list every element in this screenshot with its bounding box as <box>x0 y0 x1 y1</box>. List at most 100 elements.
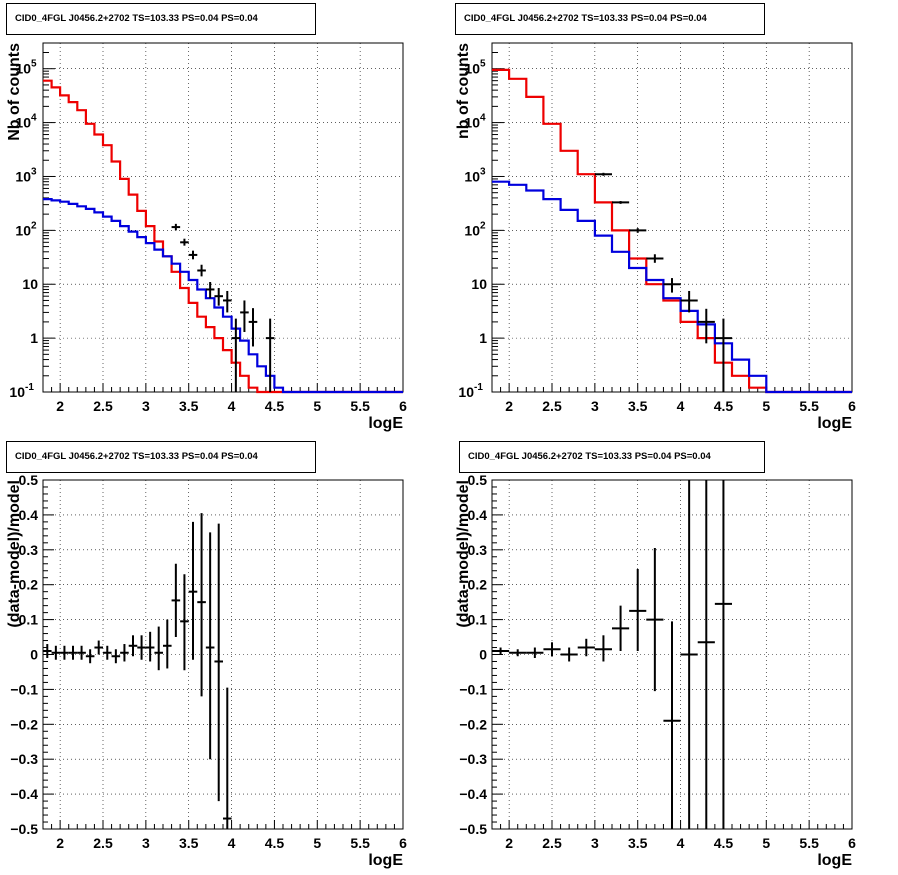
data-point <box>248 308 258 347</box>
x-tick-label: 2.5 <box>93 835 113 851</box>
data-point <box>612 605 630 652</box>
histogram-series <box>492 68 852 394</box>
plot-frame <box>491 42 853 393</box>
pad-title: CID0_4FGL J0456.2+2702 TS=103.33 PS=0.04… <box>6 3 316 35</box>
y-tick-label: 0.1 <box>468 612 488 628</box>
data-point <box>43 644 52 658</box>
y-tick-label: −0.1 <box>459 681 487 697</box>
y-axis-title: nb of counts <box>455 43 472 139</box>
data-point <box>629 228 647 233</box>
y-tick-label: 10 <box>9 384 25 400</box>
y-tick-label: 0.3 <box>19 542 39 558</box>
y-tick-label: −0.4 <box>459 786 487 802</box>
x-tick-label: 5 <box>762 398 770 414</box>
y-tick-exponent: 2 <box>31 220 37 231</box>
data-point <box>646 548 664 692</box>
x-tick-label: 2 <box>505 835 513 851</box>
x-tick-label: 5.5 <box>799 398 819 414</box>
data-point <box>197 513 206 697</box>
y-tick-exponent: 4 <box>31 113 37 124</box>
y-tick-label: 0 <box>30 647 38 663</box>
y-tick-label: 0.5 <box>468 472 488 488</box>
x-tick-label: 4 <box>228 398 236 414</box>
y-tick-exponent: 5 <box>31 59 37 70</box>
y-tick-label: 10 <box>22 276 38 292</box>
y-tick-label: −0.1 <box>10 681 38 697</box>
data-point <box>214 523 223 802</box>
data-point <box>663 278 681 293</box>
x-tick-label: 6 <box>848 835 856 851</box>
y-tick-label: 10 <box>471 276 487 292</box>
data-point <box>240 300 249 332</box>
data-point <box>103 645 112 660</box>
x-axis-title: logE <box>368 415 403 432</box>
x-axis-title: logE <box>817 415 852 432</box>
y-tick-label: 0.3 <box>468 542 488 558</box>
x-tick-label: 2.5 <box>542 398 562 414</box>
data-point <box>646 254 664 263</box>
x-tick-label: 3.5 <box>628 835 648 851</box>
data-point <box>51 645 61 660</box>
y-tick-label: 10 <box>464 168 480 184</box>
y-tick-label: 1 <box>479 330 487 346</box>
x-tick-label: 5.5 <box>799 835 819 851</box>
data-point <box>171 563 181 638</box>
x-tick-label: 4.5 <box>714 835 734 851</box>
data-point <box>188 521 198 660</box>
y-tick-label: −0.3 <box>459 751 487 767</box>
y-tick-exponent: 4 <box>480 113 486 124</box>
x-tick-label: 2 <box>56 398 64 414</box>
data-point <box>223 290 232 313</box>
y-tick-label: 0.2 <box>19 577 39 593</box>
data-point <box>680 480 698 829</box>
x-tick-label: 4.5 <box>265 835 285 851</box>
data-point <box>577 638 595 657</box>
y-tick-label: 0 <box>479 647 487 663</box>
data-point <box>560 647 578 662</box>
y-axis-title: Nb of counts <box>6 43 23 141</box>
data-point <box>714 480 732 829</box>
data-point <box>205 532 215 760</box>
x-tick-label: 5 <box>313 835 321 851</box>
data-point <box>188 250 198 260</box>
x-tick-label: 2.5 <box>93 398 113 414</box>
data-point <box>197 264 206 277</box>
data-point <box>137 635 146 660</box>
y-tick-label: 10 <box>464 115 480 131</box>
x-tick-label: 5 <box>762 835 770 851</box>
data-point <box>492 647 510 655</box>
y-tick-exponent: 3 <box>31 166 37 177</box>
x-tick-label: 4 <box>228 835 236 851</box>
data-point <box>214 288 223 306</box>
data-point <box>180 574 189 671</box>
y-tick-label: −0.3 <box>10 751 38 767</box>
x-tick-label: 5 <box>313 398 321 414</box>
x-tick-label: 2 <box>505 398 513 414</box>
y-tick-label: −0.2 <box>10 716 38 732</box>
data-point <box>629 568 647 652</box>
x-tick-label: 6 <box>399 835 407 851</box>
x-tick-label: 6 <box>399 398 407 414</box>
data-point <box>526 647 544 658</box>
x-tick-label: 4 <box>677 398 685 414</box>
x-tick-label: 3.5 <box>628 398 648 414</box>
data-point <box>594 635 612 662</box>
x-tick-label: 3 <box>142 835 150 851</box>
x-tick-label: 5.5 <box>350 398 370 414</box>
x-axis-title: logE <box>368 852 403 869</box>
y-tick-label: 10 <box>15 61 31 77</box>
data-point <box>68 645 78 660</box>
x-tick-label: 3 <box>591 835 599 851</box>
y-tick-label: 10 <box>15 115 31 131</box>
x-tick-label: 3.5 <box>179 398 199 414</box>
data-point <box>180 238 189 246</box>
data-point <box>543 642 561 657</box>
histogram-series <box>492 180 852 394</box>
data-point <box>612 201 630 204</box>
y-tick-exponent: -1 <box>474 382 483 393</box>
data-point <box>680 290 698 313</box>
data-point <box>60 645 69 660</box>
data-point <box>509 649 527 657</box>
data-point <box>163 619 172 669</box>
